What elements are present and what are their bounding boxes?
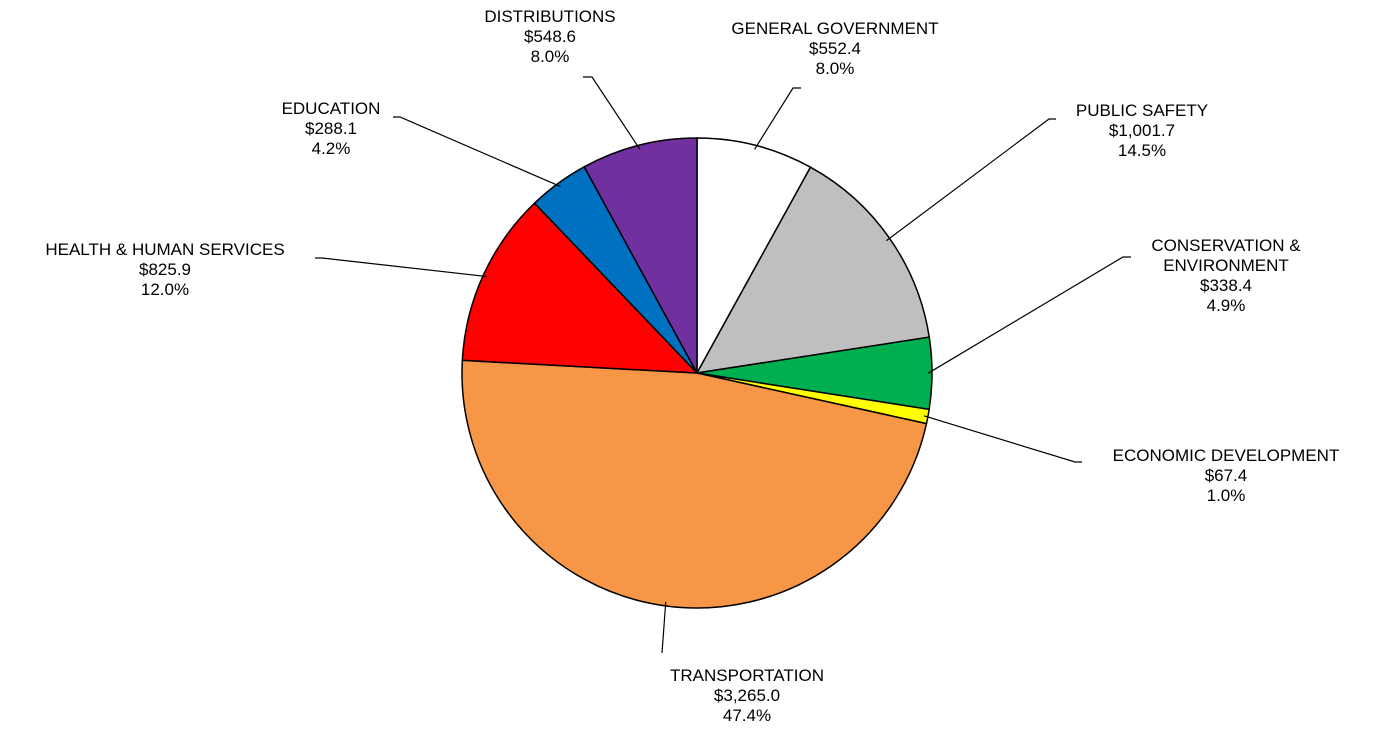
leader-line-public-safety [885, 118, 1056, 242]
slice-percent-label: 1.0% [1207, 486, 1246, 505]
leader-line-general-government [754, 87, 801, 150]
slice-category-label: ECONOMIC DEVELOPMENT [1113, 446, 1340, 465]
slice-label-general-government: GENERAL GOVERNMENT $552.4 8.0% [731, 19, 938, 78]
slice-category-label: EDUCATION [282, 99, 381, 118]
slice-value-label: $67.4 [1205, 466, 1248, 485]
slice-value-label: $288.1 [305, 119, 357, 138]
slice-label-economic-development: ECONOMIC DEVELOPMENT $67.4 1.0% [1113, 446, 1340, 505]
slice-label-conservation-and-environment: CONSERVATION & ENVIRONMENT $338.4 4.9% [1151, 236, 1301, 315]
slice-category-label: ENVIRONMENT [1163, 256, 1289, 275]
slice-label-distributions: DISTRIBUTIONS $548.6 8.0% [484, 7, 615, 66]
slice-category-label: GENERAL GOVERNMENT [731, 19, 938, 38]
slice-percent-label: 12.0% [141, 280, 189, 299]
slice-value-label: $1,001.7 [1109, 121, 1175, 140]
slice-percent-label: 14.5% [1118, 141, 1166, 160]
pie-slice-health-and-human-services [461, 202, 699, 374]
pie-slice-distributions [583, 137, 698, 374]
slice-value-label: $3,265.0 [714, 686, 780, 705]
slice-category-label: HEALTH & HUMAN SERVICES [45, 240, 284, 259]
slice-percent-label: 47.4% [723, 706, 771, 725]
leader-line-economic-development [923, 415, 1082, 463]
slice-labels: GENERAL GOVERNMENT $552.4 8.0%PUBLIC SAFET… [45, 7, 1339, 725]
leader-lines [315, 76, 1131, 654]
slice-value-label: $338.4 [1200, 276, 1252, 295]
pie-slices [461, 137, 933, 609]
slice-category-label: TRANSPORTATION [670, 666, 824, 685]
pie-slice-general-government [696, 137, 812, 374]
slice-percent-label: 4.9% [1207, 296, 1246, 315]
slice-percent-label: 4.2% [312, 139, 351, 158]
slice-percent-label: 8.0% [531, 47, 570, 66]
slice-category-label: CONSERVATION & [1151, 236, 1301, 255]
slice-label-transportation: TRANSPORTATION $3,265.0 47.4% [670, 666, 824, 725]
slice-label-health-and-human-services: HEALTH & HUMAN SERVICES $825.9 12.0% [45, 240, 284, 299]
slice-percent-label: 8.0% [816, 59, 855, 78]
slice-label-public-safety: PUBLIC SAFETY $1,001.7 14.5% [1076, 101, 1208, 160]
leader-line-conservation-and-environment [927, 256, 1131, 374]
slice-value-label: $552.4 [809, 39, 861, 58]
slice-label-education: EDUCATION $288.1 4.2% [282, 99, 381, 158]
leader-line-transportation [661, 601, 667, 654]
leader-line-health-and-human-services [315, 257, 488, 278]
slice-value-label: $548.6 [524, 27, 576, 46]
slice-category-label: PUBLIC SAFETY [1076, 101, 1208, 120]
leader-line-education [393, 116, 561, 188]
slice-category-label: DISTRIBUTIONS [484, 7, 615, 26]
leader-line-distributions [583, 76, 641, 150]
slice-value-label: $825.9 [139, 260, 191, 279]
